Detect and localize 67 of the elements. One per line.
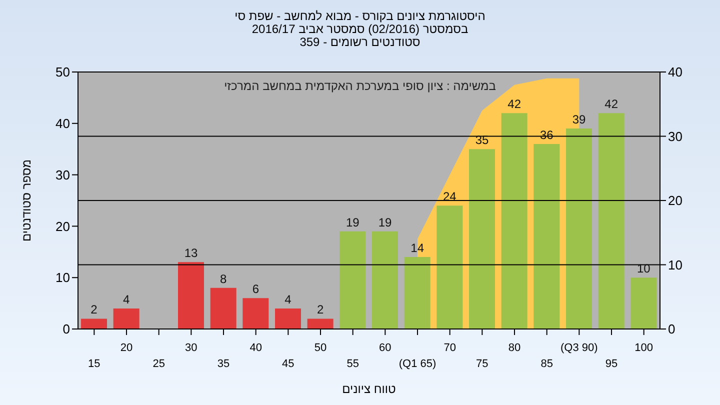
bar [178, 262, 204, 329]
bar [372, 231, 398, 329]
y2-tick-label: 10 [668, 257, 682, 272]
x-axis-title: טווח ציונים [342, 382, 396, 396]
x-tick-label: 35 [217, 358, 230, 370]
data-label: 8 [220, 272, 227, 286]
bar [275, 308, 301, 329]
bar [534, 144, 560, 329]
bar [242, 298, 269, 329]
data-label: 2 [316, 302, 324, 317]
x-tick-label: 75 [476, 358, 488, 370]
bar [436, 206, 463, 329]
x-tick-label: 80 [508, 342, 521, 354]
x-tick-label: 30 [185, 342, 198, 354]
data-label: 2 [90, 302, 98, 317]
y2-tick-label: 0 [668, 322, 676, 337]
x-tick-label: 45 [282, 358, 294, 370]
annotation: במשימה : ציון סופי במערכת האקדמית במחשב המרכזי [224, 79, 496, 93]
data-label: 19 [346, 215, 360, 230]
data-label: 14 [410, 241, 424, 256]
data-label: 24 [442, 190, 457, 204]
bar [501, 113, 528, 329]
y-tick-label: 20 [56, 218, 70, 234]
data-label: 42 [604, 97, 618, 112]
bar [210, 288, 236, 329]
data-label: 4 [122, 292, 130, 306]
x-tick-label: (Q3 90) [560, 342, 598, 354]
y-tick-label: 30 [56, 167, 70, 182]
chart-title: היסטוגרמת ציונים בקורס - מבוא למחשב - שפת סי [234, 9, 486, 23]
y-tick-label: 0 [62, 322, 70, 337]
data-label: 42 [508, 97, 522, 112]
data-label: 39 [572, 112, 586, 127]
x-tick-label: 15 [88, 358, 100, 370]
y-axis-title: מספר סטודנטים [19, 159, 34, 242]
bar [340, 231, 366, 329]
y-tick-label: 40 [56, 116, 70, 132]
data-label: 4 [284, 292, 292, 306]
x-tick-label: 20 [120, 342, 133, 354]
bar [404, 257, 430, 329]
bar [113, 308, 140, 329]
bar [307, 318, 334, 329]
data-label: 6 [252, 282, 260, 296]
y2-tick-label: 40 [668, 64, 682, 80]
data-label: 13 [184, 246, 198, 260]
bar [469, 149, 495, 329]
x-tick-label: 100 [634, 342, 654, 354]
x-tick-label: 60 [379, 342, 392, 354]
bar [598, 113, 624, 329]
y2-tick-label: 30 [668, 128, 682, 144]
y2-tick-label: 20 [668, 193, 682, 208]
data-label: 19 [378, 215, 392, 230]
bar [81, 318, 107, 329]
data-label: 10 [636, 262, 651, 276]
bar [566, 128, 592, 329]
data-label: 35 [475, 133, 489, 148]
x-tick-label: 25 [152, 358, 165, 370]
x-tick-label: 50 [314, 342, 327, 354]
y-tick-label: 10 [56, 270, 70, 286]
x-tick-label: 85 [540, 358, 553, 370]
x-tick-label: 70 [444, 342, 456, 354]
x-tick-label: 40 [250, 342, 262, 354]
chart-subtitle: בסמסטר (02/2016) סמסטר אביב 2016/17 סטודנטים רשומים - 359 [250, 22, 470, 49]
y-tick-label: 50 [56, 64, 70, 80]
x-tick-label: 55 [346, 358, 359, 370]
x-tick-label: (Q1 65) [398, 358, 436, 370]
x-tick-label: 95 [605, 358, 618, 370]
bar [630, 278, 657, 329]
